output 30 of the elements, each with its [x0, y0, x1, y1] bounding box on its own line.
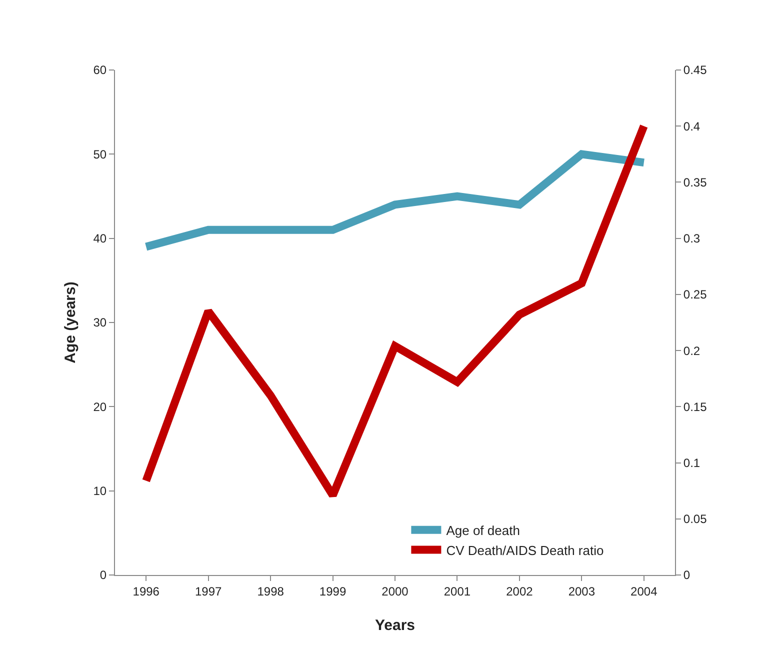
x-tick-label: 2001 [444, 584, 471, 598]
x-tick-label: 1998 [257, 584, 284, 598]
y-tick-label: 40 [93, 232, 107, 246]
y-tick-label: 10 [93, 484, 107, 498]
y-tick-label: 50 [93, 147, 107, 162]
y2-tick-label: 0.3 [683, 232, 700, 246]
legend-label: CV Death/AIDS Death ratio [446, 542, 604, 558]
x-tick-label: 2002 [506, 584, 534, 598]
y-tick-label: 60 [93, 63, 107, 78]
y2-tick-label: 0.25 [683, 288, 708, 302]
y-axis-title: Age (years) [62, 282, 79, 364]
y2-tick-label: 0.15 [683, 400, 708, 414]
y2-tick-label: 0 [683, 568, 690, 582]
y2-tick-label: 0.45 [683, 63, 708, 78]
y2-tick-label: 0.35 [683, 175, 708, 190]
x-tick-label: 2003 [568, 584, 596, 598]
x-axis-title: Years [374, 617, 416, 634]
y2-tick-label: 0.2 [683, 344, 700, 358]
y2-tick-label: 0.1 [683, 456, 700, 470]
y2-tick-label: 0.4 [683, 119, 700, 134]
x-tick-label: 1999 [319, 584, 346, 598]
legend-label: Age of death [446, 522, 520, 538]
x-tick-label: 2004 [630, 584, 658, 598]
y2-tick-label: 0.05 [683, 512, 708, 526]
y-tick-label: 20 [93, 400, 107, 414]
y-tick-label: 30 [93, 316, 107, 330]
x-tick-label: 2000 [382, 584, 409, 598]
y-tick-label: 0 [100, 568, 107, 582]
x-tick-label: 1997 [194, 584, 222, 598]
x-tick-label: 1996 [132, 584, 160, 598]
